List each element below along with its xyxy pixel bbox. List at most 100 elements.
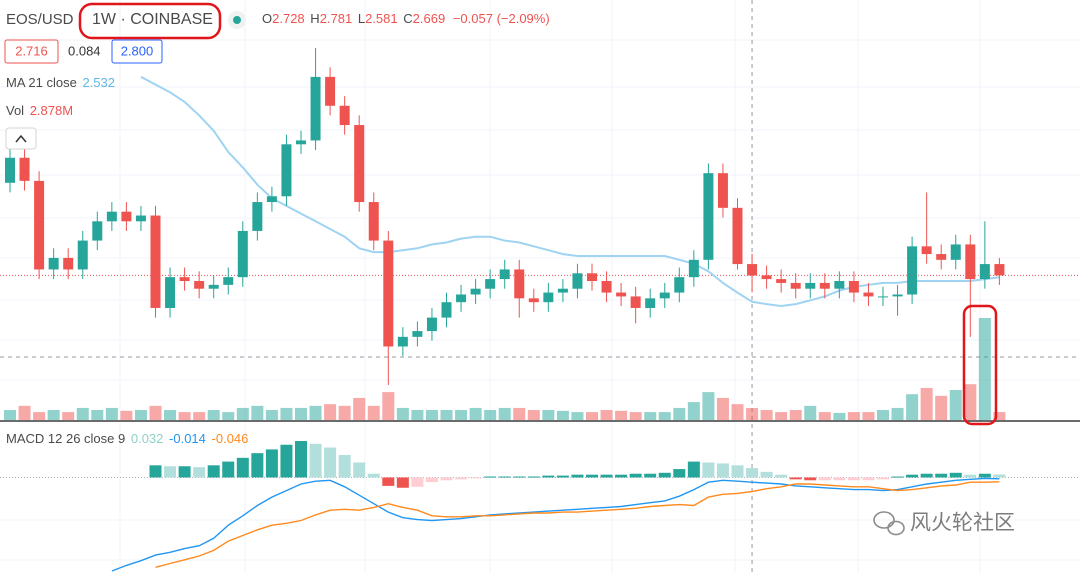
macd-histogram-bar (586, 474, 598, 478)
macd-histogram-bar (818, 477, 831, 481)
macd-histogram-bar (702, 462, 715, 478)
candle-body (266, 196, 277, 203)
collapse-button[interactable] (5, 127, 37, 150)
interval[interactable]: 1W · COINBASE (92, 11, 213, 28)
volume-bar (978, 318, 991, 420)
volume-bar (658, 412, 671, 420)
volume-bar (265, 410, 278, 420)
candle-body (965, 244, 976, 280)
candle-body (310, 76, 321, 141)
volume-bar (644, 412, 657, 420)
candle-body (543, 292, 554, 303)
candle-body (514, 269, 525, 299)
volume-value: 2.878M (30, 103, 73, 118)
watermark-icon (873, 511, 905, 536)
macd-histogram-bar (382, 477, 395, 486)
ma-line (140, 76, 1000, 308)
macd-histogram-bar (236, 457, 249, 478)
volume-bar (935, 395, 948, 420)
macd-histogram-bar (746, 468, 759, 478)
volume-bar (295, 407, 307, 420)
spread: 0.084 (68, 43, 101, 58)
macd-histogram-bar (615, 474, 628, 478)
bid-box[interactable] (4, 39, 59, 64)
volume-bar (687, 402, 700, 420)
macd-histogram-bar (178, 466, 191, 478)
candle-body (616, 292, 627, 297)
macd-histogram-bar (542, 475, 555, 478)
macd-histogram-bar (353, 462, 366, 478)
candle-body (383, 240, 394, 347)
candle-body (106, 211, 117, 222)
candle-body (950, 244, 961, 260)
macd-histogram-bar (411, 477, 424, 487)
volume-bar (469, 407, 482, 420)
volume-bar (338, 405, 351, 420)
macd-histogram-bar (396, 477, 409, 488)
candle-body (208, 284, 219, 289)
change: −0.057 (−2.09%) (453, 11, 550, 26)
candle-body (601, 281, 612, 293)
macd-histogram-bar (455, 477, 468, 480)
candle-body (805, 282, 816, 289)
candle-body (223, 277, 234, 285)
ask: 2.800 (121, 43, 154, 58)
macd-histogram-bar (222, 461, 235, 478)
volume-bar (18, 405, 31, 420)
macd-histogram-bar (862, 477, 875, 481)
macd-histogram-bar (484, 476, 497, 478)
symbol[interactable]: EOS/USD (6, 11, 74, 28)
macd-histogram-bar (906, 474, 919, 478)
volume-bar (629, 412, 642, 420)
candle-body (878, 296, 888, 298)
signal-line (155, 481, 1000, 568)
ohlc-prefix: O (262, 11, 272, 26)
candle-body (470, 288, 481, 295)
candle-body (790, 282, 801, 289)
volume-bar (833, 412, 846, 420)
macd-histogram-bar (804, 477, 817, 481)
macd-histogram-bar (644, 473, 657, 478)
volume-bar (600, 410, 613, 420)
volume-bar (251, 405, 264, 420)
ohlc-value: 2.669 (413, 11, 446, 26)
candle-body (892, 294, 903, 297)
macd-histogram-bar (324, 447, 337, 478)
macd-histogram-bar (760, 471, 773, 478)
candle-body (165, 277, 176, 308)
macd-histogram-bar (498, 476, 511, 478)
ma-value: 2.532 (82, 75, 115, 90)
candle-body (936, 254, 947, 260)
volume-bar (615, 410, 628, 420)
ask-box[interactable] (111, 39, 163, 64)
volume-bar (716, 397, 729, 420)
volume-bar (4, 410, 16, 420)
annotation-ring (78, 2, 222, 40)
candle-body (499, 269, 510, 280)
volume-bar (920, 387, 933, 420)
candle-body (572, 273, 583, 289)
volume-bar (906, 394, 919, 420)
macd-histogram-bar (600, 474, 613, 478)
volume-bar (76, 407, 89, 420)
macd-histogram-bar (920, 473, 933, 478)
candle-body (587, 273, 597, 282)
candle-body (237, 230, 248, 278)
macd-histogram-bar (964, 474, 977, 478)
collapse-icon (15, 134, 27, 143)
volume-bar (513, 407, 526, 420)
candle-body (557, 288, 568, 293)
candle-body (994, 264, 1005, 276)
candle-body (368, 202, 379, 241)
macd-histogram-bar (265, 449, 278, 478)
candle-body (485, 279, 496, 289)
volume-legend: Vol 2.878M (6, 103, 73, 118)
volume-bar (367, 405, 380, 420)
volume-bar (964, 384, 977, 420)
macd-histogram-bar (847, 477, 860, 481)
volume-bar (425, 410, 438, 420)
